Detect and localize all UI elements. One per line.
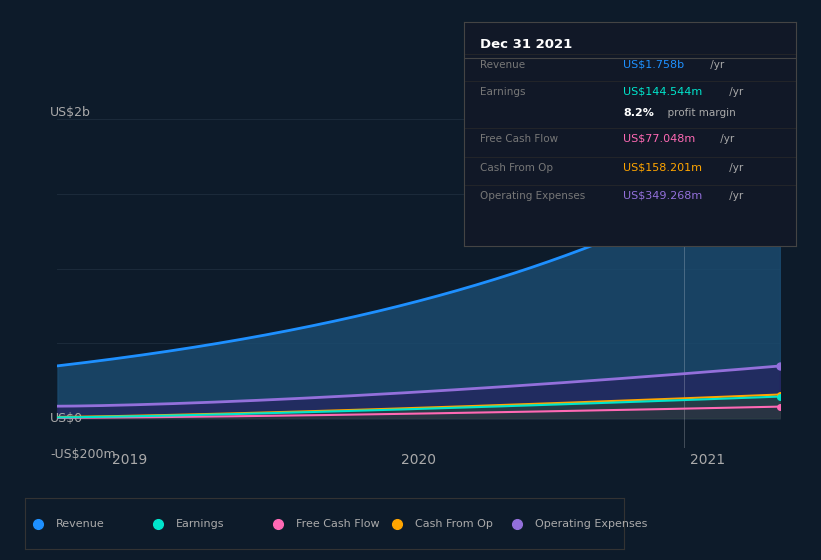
Text: /yr: /yr xyxy=(707,60,724,70)
Text: Revenue: Revenue xyxy=(480,60,525,70)
Text: US$349.268m: US$349.268m xyxy=(623,191,703,201)
Text: /yr: /yr xyxy=(717,134,734,144)
Text: Cash From Op: Cash From Op xyxy=(415,519,493,529)
Text: Cash From Op: Cash From Op xyxy=(480,163,553,173)
Text: 8.2%: 8.2% xyxy=(623,108,654,118)
Text: Revenue: Revenue xyxy=(56,519,104,529)
Text: /yr: /yr xyxy=(726,163,743,173)
Text: Operating Expenses: Operating Expenses xyxy=(480,191,585,201)
Text: Earnings: Earnings xyxy=(480,87,526,97)
Text: US$77.048m: US$77.048m xyxy=(623,134,695,144)
Text: Free Cash Flow: Free Cash Flow xyxy=(296,519,379,529)
Text: US$144.544m: US$144.544m xyxy=(623,87,703,97)
Text: US$158.201m: US$158.201m xyxy=(623,163,703,173)
Text: US$1.758b: US$1.758b xyxy=(623,60,685,70)
Text: /yr: /yr xyxy=(726,191,743,201)
Text: /yr: /yr xyxy=(726,87,743,97)
Text: profit margin: profit margin xyxy=(661,108,736,118)
Text: US$2b: US$2b xyxy=(50,106,91,119)
Text: Operating Expenses: Operating Expenses xyxy=(535,519,648,529)
Text: -US$200m: -US$200m xyxy=(50,448,116,461)
Text: Earnings: Earnings xyxy=(176,519,224,529)
Text: Free Cash Flow: Free Cash Flow xyxy=(480,134,558,144)
Text: Dec 31 2021: Dec 31 2021 xyxy=(480,38,573,51)
Text: US$0: US$0 xyxy=(50,412,84,424)
